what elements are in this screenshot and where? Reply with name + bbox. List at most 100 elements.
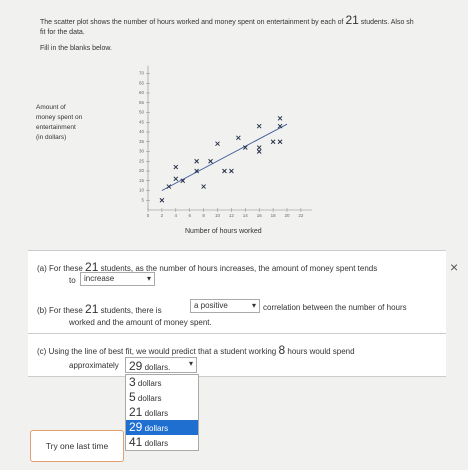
dropdown-option[interactable]: 29 dollars xyxy=(126,420,198,435)
instruction: Fill in the blanks below. xyxy=(40,45,112,52)
question: (a) For these 21 students, as the number… xyxy=(37,260,377,274)
y-tick-label: 50 xyxy=(139,110,145,115)
y-tick-label: 45 xyxy=(139,119,145,124)
x-axis-label: Number of hours worked xyxy=(185,228,262,235)
point xyxy=(194,168,199,174)
y-tick-label: 55 xyxy=(139,100,145,105)
y-tick-label: 5 xyxy=(141,197,144,202)
question: (c) Using the line of best fit, we would… xyxy=(37,343,355,357)
point-stroke xyxy=(277,116,283,121)
point-stroke xyxy=(159,197,165,203)
point xyxy=(256,123,262,129)
point-stroke xyxy=(277,123,283,129)
dropdown[interactable]: 29 dollars. ▾ xyxy=(125,357,197,373)
option-unit: dollars xyxy=(144,439,169,448)
q-number: 8 xyxy=(278,343,286,357)
x-tick-label: 14 xyxy=(243,213,249,218)
option-number: 5 xyxy=(129,390,136,404)
point xyxy=(159,197,165,203)
dropdown[interactable]: a positive ▾ xyxy=(190,299,260,313)
arrow: ▾ xyxy=(251,301,256,310)
intro-text: The scatter plot shows the number of hou… xyxy=(40,19,344,26)
point xyxy=(270,139,276,145)
q-text: to xyxy=(69,276,76,285)
q-text: hours would spend xyxy=(287,347,355,356)
x-tick-label: 2 xyxy=(161,213,164,218)
dropdown-value: a positive xyxy=(194,301,228,310)
option-unit: dollars xyxy=(137,394,162,403)
option-number: 29 xyxy=(129,420,143,434)
point xyxy=(277,139,283,145)
try-again-button[interactable]: Try one last time xyxy=(30,430,124,462)
fit-line xyxy=(161,123,288,191)
point xyxy=(256,145,262,150)
point xyxy=(173,164,179,170)
close-icon[interactable]: × xyxy=(450,259,459,275)
point-stroke xyxy=(180,178,186,184)
dropdown-option[interactable]: 5 dollars xyxy=(126,390,198,405)
y-tick-label: 70 xyxy=(139,71,145,76)
y-axis-label-line: money spent on xyxy=(36,114,83,121)
arrow: ▾ xyxy=(146,274,151,283)
dropdown-option[interactable]: 41 dollars xyxy=(126,435,198,450)
x-tick-label: 4 xyxy=(175,213,178,218)
point-stroke xyxy=(173,164,179,170)
point xyxy=(208,158,213,164)
x-tick-label: 12 xyxy=(229,213,235,218)
option-unit: dollars xyxy=(144,409,169,418)
x-tick-label: 16 xyxy=(257,213,263,218)
point-stroke xyxy=(242,145,248,150)
point-stroke xyxy=(256,123,262,129)
q-text: Using the line of best fit, we would pre… xyxy=(48,347,277,356)
question: (b) For these 21 students, there is xyxy=(37,302,162,316)
x-tick-label: 8 xyxy=(202,213,205,218)
y-axis-label: Amount of money spent on entertainment (in … xyxy=(36,103,82,143)
q-text: approximately xyxy=(69,361,119,370)
option-unit: dollars xyxy=(144,424,169,433)
y-tick-label: 15 xyxy=(139,178,145,183)
point-stroke xyxy=(166,184,172,189)
point xyxy=(222,168,227,174)
point xyxy=(194,158,199,164)
point-stroke xyxy=(270,139,276,145)
q-label: (a) xyxy=(37,264,47,273)
dropdown-option[interactable]: 3 dollars xyxy=(126,375,198,390)
dropdown-list: 3 dollars 5 dollars 21 dollars 29 dollars 41… xyxy=(125,374,199,451)
x-tick-label: 10 xyxy=(215,213,221,218)
point-stroke xyxy=(173,176,179,182)
point xyxy=(277,123,283,129)
dropdown-number: 29 xyxy=(129,359,143,373)
option-number: 41 xyxy=(129,435,143,449)
y-tick-label: 25 xyxy=(139,158,145,163)
q-text: For these xyxy=(49,264,83,273)
point xyxy=(277,116,283,121)
option-unit: dollars xyxy=(137,379,162,388)
point-stroke xyxy=(194,168,199,174)
point xyxy=(229,168,234,174)
y-tick-label: 10 xyxy=(139,188,145,193)
y-tick-label: 60 xyxy=(139,90,145,95)
point-stroke xyxy=(277,139,283,145)
option-number: 21 xyxy=(129,405,143,419)
q-number: 21 xyxy=(85,260,99,274)
intro-text: students. Also sh xyxy=(360,19,414,26)
point xyxy=(166,184,172,189)
point-stroke xyxy=(236,135,241,141)
q-label: (c) xyxy=(37,347,47,356)
section xyxy=(28,334,446,377)
dropdown-unit: dollars. xyxy=(144,363,171,372)
q-label: (b) xyxy=(37,306,47,315)
point-stroke xyxy=(201,184,206,189)
point xyxy=(201,184,206,189)
x-tick-label: 0 xyxy=(147,213,150,218)
point-stroke xyxy=(215,141,220,147)
x-tick-label: 18 xyxy=(271,213,277,218)
dropdown[interactable]: increase ▾ xyxy=(80,272,155,286)
x-tick-label: 22 xyxy=(298,213,304,218)
point-stroke xyxy=(194,158,199,164)
y-tick-label: 20 xyxy=(139,168,145,173)
dropdown-option[interactable]: 21 dollars xyxy=(126,405,198,420)
intro: The scatter plot shows the number of hou… xyxy=(40,13,414,27)
intro-text: fit for the data. xyxy=(40,29,85,36)
